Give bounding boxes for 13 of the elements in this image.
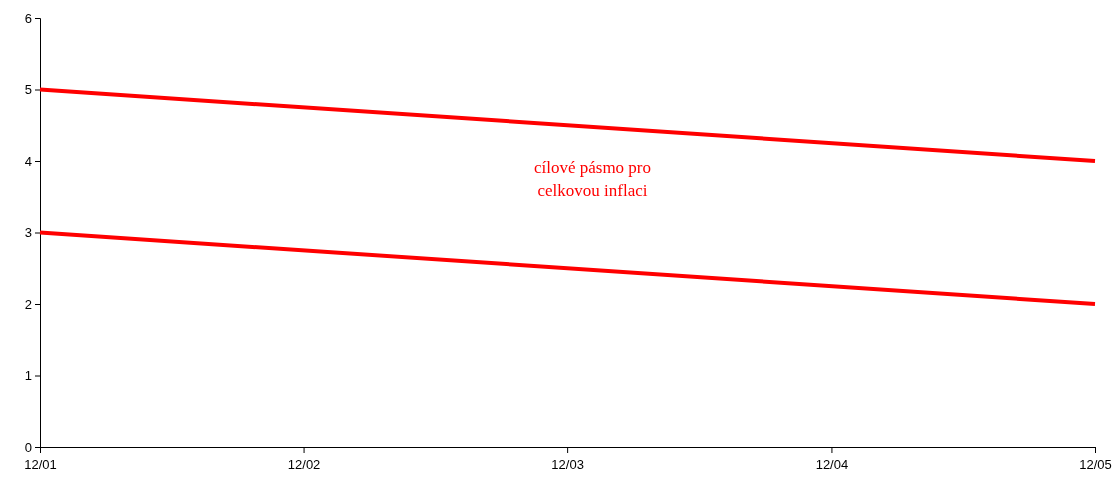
x-tick-label: 12/05 <box>1079 457 1112 472</box>
x-tick-label: 12/04 <box>815 457 849 472</box>
x-tick-label: 12/03 <box>551 457 584 472</box>
y-tick-label: 6 <box>24 10 32 26</box>
y-tick-label: 3 <box>24 225 32 241</box>
y-tick-label: 4 <box>24 153 32 169</box>
x-tick-label: 12/02 <box>287 457 321 472</box>
y-tick-label: 2 <box>24 296 32 312</box>
y-tick-label: 0 <box>24 439 32 455</box>
annotation: cílové pásmo pro celkovou inflaci <box>533 158 652 200</box>
x-tick-label: 12/01 <box>24 457 57 472</box>
y-tick-label: 5 <box>24 82 32 98</box>
y-tick-label: 1 <box>24 368 32 384</box>
